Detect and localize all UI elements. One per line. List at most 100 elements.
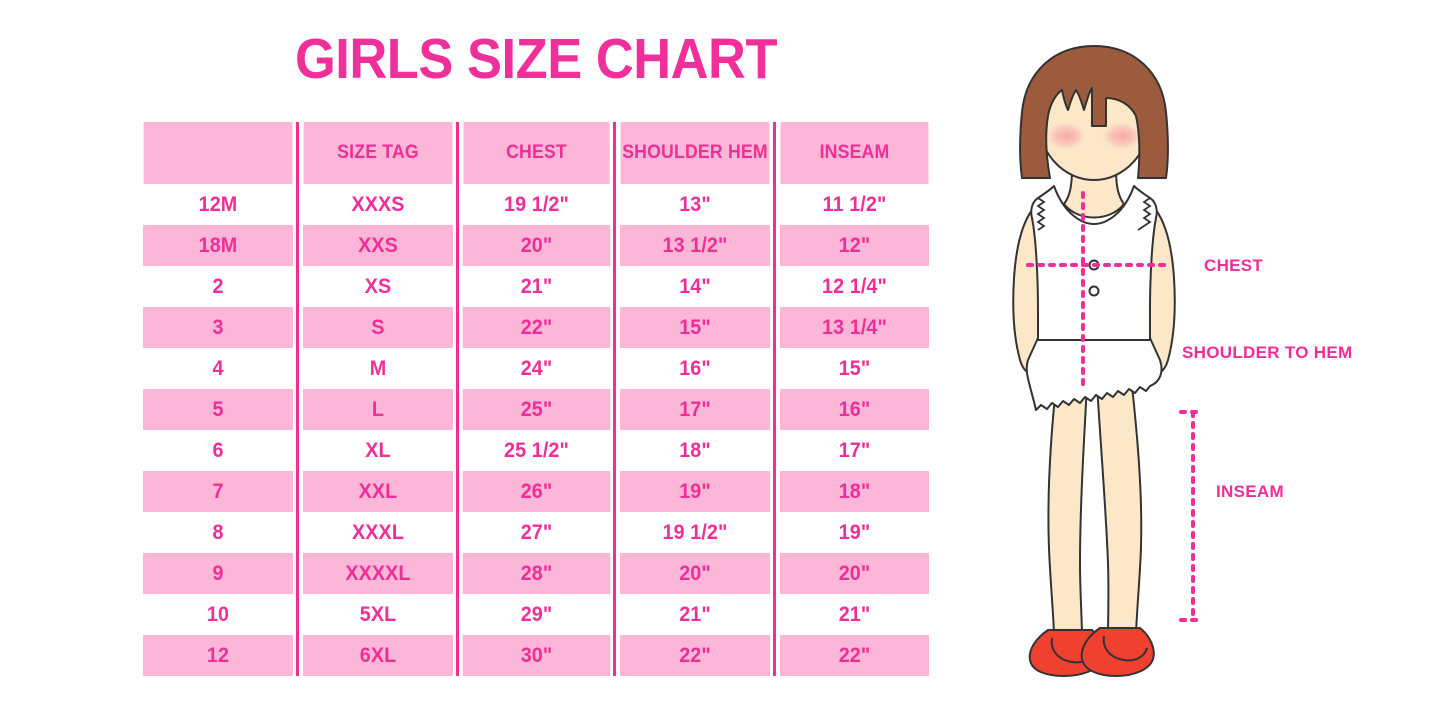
shoes <box>1028 627 1155 678</box>
cell-shoulder-hem: 20" <box>619 553 771 594</box>
size-chart-table: SIZE TAG CHEST SHOULDER HEM INSEAM 12M XX… <box>138 122 934 676</box>
cell-size-tag: XL <box>302 430 454 471</box>
cell-inseam: 12 1/4" <box>779 266 930 307</box>
cell-size-tag: XXL <box>302 471 454 512</box>
cell-size: 18M <box>142 225 294 266</box>
cell-size-tag: M <box>302 348 454 389</box>
measurement-label-shoulder-to-hem: SHOULDER TO HEM <box>1182 343 1353 362</box>
table-row: 10 5XL 29" 21" 21" <box>138 594 934 635</box>
cell-inseam: 12" <box>779 225 930 266</box>
header-cell-inseam: INSEAM <box>780 122 929 184</box>
cell-size-tag: 5XL <box>302 594 454 635</box>
measurement-label-chest: CHEST <box>1204 256 1264 275</box>
button-lower <box>1088 285 1100 297</box>
cell-size-tag: L <box>302 389 454 430</box>
cell-shoulder-hem: 13" <box>619 184 771 225</box>
cell-chest: 22" <box>462 307 611 348</box>
cell-shoulder-hem: 17" <box>619 389 771 430</box>
column-divider-4 <box>773 122 776 676</box>
cell-inseam: 16" <box>779 389 930 430</box>
cell-shoulder-hem: 18" <box>619 430 771 471</box>
cell-size-tag: XXXS <box>302 184 454 225</box>
measurement-label-inseam: INSEAM <box>1216 482 1284 501</box>
cell-size-tag: 6XL <box>302 635 454 676</box>
cell-chest: 20" <box>462 225 611 266</box>
column-divider-2 <box>456 122 459 676</box>
cell-chest: 28" <box>462 553 611 594</box>
cell-chest: 25" <box>462 389 611 430</box>
table-row: 2 XS 21" 14" 12 1/4" <box>138 266 934 307</box>
table-row: 12 6XL 30" 22" 22" <box>138 635 934 676</box>
cell-shoulder-hem: 19" <box>619 471 771 512</box>
cell-shoulder-hem: 14" <box>619 266 771 307</box>
table-row: 7 XXL 26" 19" 18" <box>138 471 934 512</box>
cell-inseam: 21" <box>779 594 930 635</box>
cell-shoulder-hem: 15" <box>619 307 771 348</box>
cell-chest: 19 1/2" <box>462 184 611 225</box>
cell-chest: 24" <box>462 348 611 389</box>
cell-inseam: 22" <box>779 635 930 676</box>
cell-shoulder-hem: 19 1/2" <box>619 512 771 553</box>
cell-chest: 26" <box>462 471 611 512</box>
cell-size: 6 <box>142 430 294 471</box>
cell-inseam: 13 1/4" <box>779 307 930 348</box>
cell-size: 7 <box>142 471 294 512</box>
skirt <box>1025 337 1163 411</box>
cell-size: 3 <box>142 307 294 348</box>
cell-size-tag: XXXL <box>302 512 454 553</box>
cell-shoulder-hem: 13 1/2" <box>619 225 771 266</box>
header-cell-size-tag: SIZE TAG <box>303 122 453 184</box>
table-row: 3 S 22" 15" 13 1/4" <box>138 307 934 348</box>
cell-size-tag: XS <box>302 266 454 307</box>
cell-size: 4 <box>142 348 294 389</box>
cell-size: 12M <box>142 184 294 225</box>
table-row: 9 XXXXL 28" 20" 20" <box>138 553 934 594</box>
cell-chest: 29" <box>462 594 611 635</box>
measurement-guides <box>1026 191 1205 622</box>
cell-inseam: 19" <box>779 512 930 553</box>
cell-inseam: 17" <box>779 430 930 471</box>
cell-chest: 30" <box>462 635 611 676</box>
girl-figure-illustration <box>1012 45 1205 678</box>
table-row: 8 XXXL 27" 19 1/2" 19" <box>138 512 934 553</box>
blush-left <box>1044 121 1088 151</box>
cell-size-tag: XXXXL <box>302 553 454 594</box>
column-divider-3 <box>613 122 616 676</box>
cell-size-tag: S <box>302 307 454 348</box>
table-row: 6 XL 25 1/2" 18" 17" <box>138 430 934 471</box>
header-row: SIZE TAG CHEST SHOULDER HEM INSEAM <box>138 122 934 184</box>
cell-size: 12 <box>142 635 294 676</box>
cell-chest: 21" <box>462 266 611 307</box>
table-row: 5 L 25" 17" 16" <box>138 389 934 430</box>
hair <box>1019 45 1169 179</box>
cell-chest: 27" <box>462 512 611 553</box>
header-cell-chest: CHEST <box>463 122 610 184</box>
cell-inseam: 11 1/2" <box>779 184 930 225</box>
cell-size: 9 <box>142 553 294 594</box>
cell-shoulder-hem: 22" <box>619 635 771 676</box>
cell-inseam: 15" <box>779 348 930 389</box>
cell-size: 2 <box>142 266 294 307</box>
table-header: SIZE TAG CHEST SHOULDER HEM INSEAM <box>138 122 934 184</box>
cell-shoulder-hem: 16" <box>619 348 771 389</box>
cell-shoulder-hem: 21" <box>619 594 771 635</box>
column-divider-1 <box>296 122 299 676</box>
blush-right <box>1100 121 1144 151</box>
cell-size: 10 <box>142 594 294 635</box>
table-row: 12M XXXS 19 1/2" 13" 11 1/2" <box>138 184 934 225</box>
cell-size: 5 <box>142 389 294 430</box>
cell-size-tag: XXS <box>302 225 454 266</box>
table-row: 4 M 24" 16" 15" <box>138 348 934 389</box>
table-body: 12M XXXS 19 1/2" 13" 11 1/2" 18M XXS 20" 13 1/2"… <box>138 184 934 676</box>
cell-chest: 25 1/2" <box>462 430 611 471</box>
girl-body-group <box>1012 45 1176 678</box>
header-cell-shoulder-hem: SHOULDER HEM <box>620 122 770 184</box>
header-cell-blank <box>143 122 293 184</box>
neck <box>1063 167 1125 219</box>
table-row: 18M XXS 20" 13 1/2" 12" <box>138 225 934 266</box>
page-title: GIRLS SIZE CHART <box>294 27 778 91</box>
cell-size: 8 <box>142 512 294 553</box>
cell-inseam: 20" <box>779 553 930 594</box>
cell-inseam: 18" <box>779 471 930 512</box>
legs <box>1047 367 1143 639</box>
